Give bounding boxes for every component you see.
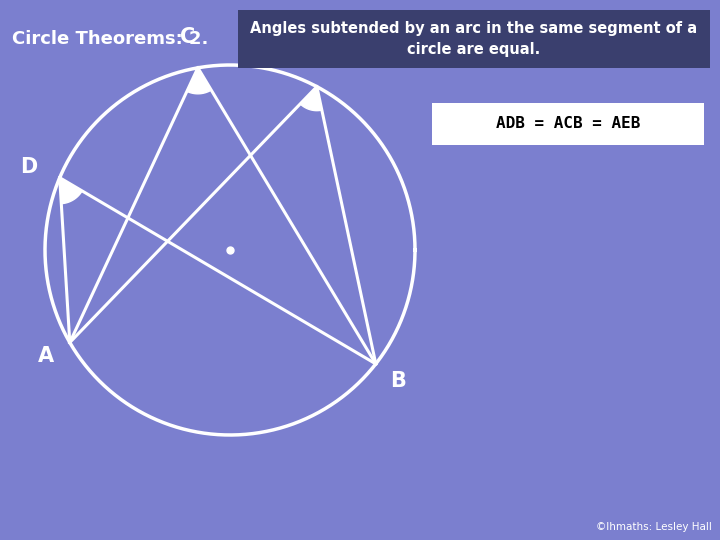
- Text: B: B: [390, 371, 406, 391]
- Text: Circle Theorems: 2.: Circle Theorems: 2.: [12, 30, 208, 48]
- Text: ©Ihmaths: Lesley Hall: ©Ihmaths: Lesley Hall: [596, 522, 712, 532]
- Polygon shape: [187, 68, 211, 94]
- Text: ADB = ACB = AEB: ADB = ACB = AEB: [496, 117, 640, 132]
- Text: E: E: [328, 49, 342, 69]
- FancyBboxPatch shape: [432, 103, 704, 145]
- Polygon shape: [300, 86, 322, 111]
- Text: Angles subtended by an arc in the same segment of a
circle are equal.: Angles subtended by an arc in the same s…: [251, 21, 698, 57]
- Text: D: D: [20, 157, 37, 177]
- Text: A: A: [37, 347, 53, 367]
- Text: C: C: [181, 27, 196, 47]
- FancyBboxPatch shape: [238, 10, 710, 68]
- Polygon shape: [60, 178, 82, 204]
